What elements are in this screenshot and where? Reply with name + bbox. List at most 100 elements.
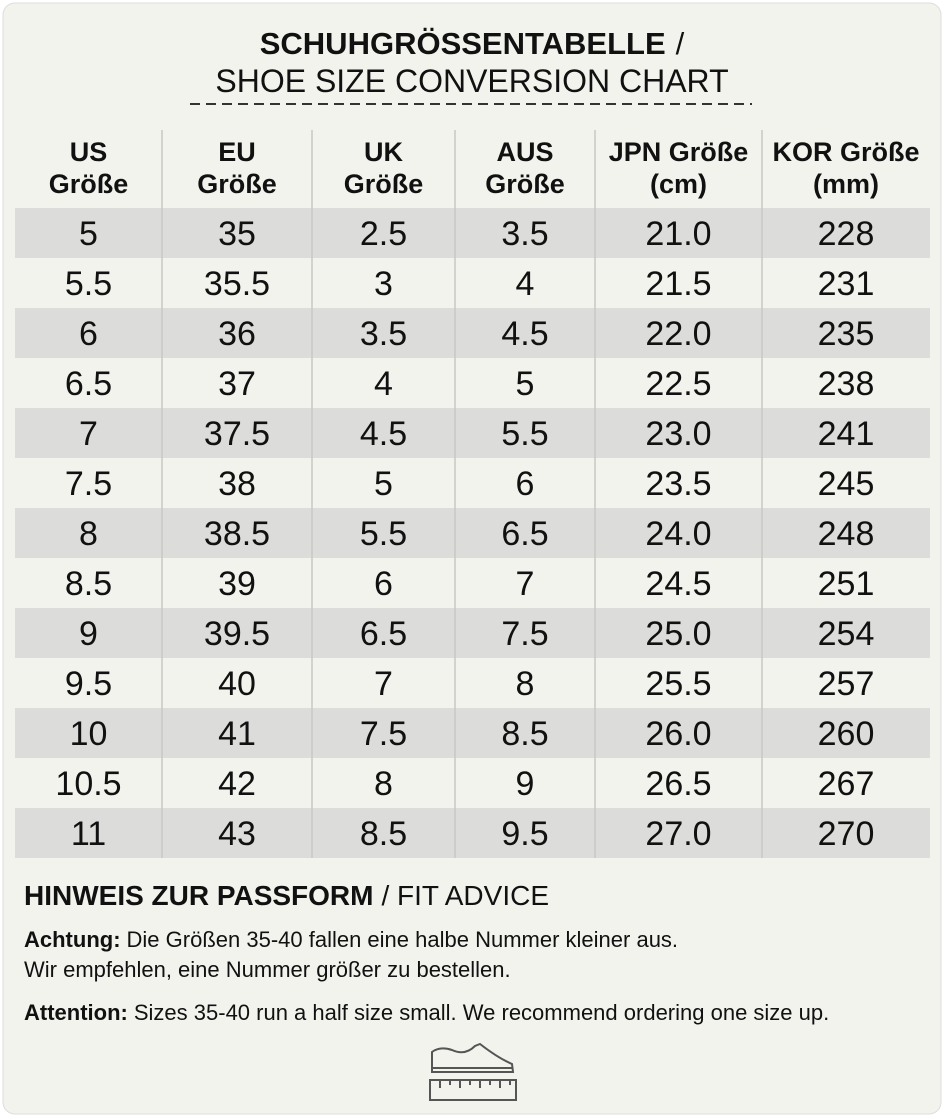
table-cell: 6.5 [501, 515, 548, 553]
table-cell: 39 [218, 565, 256, 603]
table-cell: 5.5 [501, 415, 548, 453]
table-cell: 5.5 [65, 265, 112, 303]
table-cell: 6 [79, 315, 98, 353]
column-header: KOR Größe [772, 137, 919, 167]
table-cell: 4.5 [360, 415, 407, 453]
column-header: EU [218, 137, 256, 167]
table-cell: 267 [818, 765, 875, 803]
table-cell: 22.5 [645, 365, 711, 403]
table-cell: 8 [374, 765, 393, 803]
table-cell: 9.5 [65, 665, 112, 703]
table-cell: 26.0 [645, 715, 711, 753]
row-stripe [15, 508, 930, 558]
title: SCHUHGRÖSSENTABELLE / [260, 26, 685, 61]
row-stripe [15, 208, 930, 258]
table-cell: 235 [818, 315, 875, 353]
table-cell: 270 [818, 815, 875, 853]
table-cell: 38 [218, 465, 256, 503]
table-cell: 23.0 [645, 415, 711, 453]
table-cell: 2.5 [360, 215, 407, 253]
german-label: Achtung: [24, 927, 121, 952]
table-cell: 4.5 [501, 315, 548, 353]
table-cell: 24.0 [645, 515, 711, 553]
table-cell: 27.0 [645, 815, 711, 853]
table-cell: 37 [218, 365, 256, 403]
table-cell: 21.0 [645, 215, 711, 253]
table-cell: 5 [516, 365, 535, 403]
table-cell: 7 [516, 565, 535, 603]
table-cell: 8 [79, 515, 98, 553]
column-header: JPN Größe [609, 137, 749, 167]
table-cell: 260 [818, 715, 875, 753]
table-cell: 231 [818, 265, 875, 303]
table-cell: 8.5 [501, 715, 548, 753]
column-header: Größe [344, 169, 424, 199]
table-cell: 37.5 [204, 415, 270, 453]
table-cell: 43 [218, 815, 256, 853]
table-cell: 5 [374, 465, 393, 503]
german-note-2: Wir empfehlen, eine Nummer größer zu bes… [24, 957, 511, 982]
table-cell: 10.5 [55, 765, 121, 803]
table-cell: 23.5 [645, 465, 711, 503]
english-label: Attention: [24, 1000, 128, 1025]
table-cell: 9 [516, 765, 535, 803]
table-cell: 41 [218, 715, 256, 753]
column-header: Größe [49, 169, 129, 199]
table-cell: 228 [818, 215, 875, 253]
table-cell: 4 [374, 365, 393, 403]
table-cell: 9 [79, 615, 98, 653]
table-cell: 7.5 [65, 465, 112, 503]
table-cell: 3.5 [360, 315, 407, 353]
table-cell: 251 [818, 565, 875, 603]
row-stripe [15, 308, 930, 358]
table-cell: 8.5 [65, 565, 112, 603]
row-stripe [15, 408, 930, 458]
table-cell: 3 [374, 265, 393, 303]
table-cell: 24.5 [645, 565, 711, 603]
table-cell: 5.5 [360, 515, 407, 553]
table-cell: 21.5 [645, 265, 711, 303]
fit-heading-main: HINWEIS ZUR PASSFORM [24, 880, 373, 911]
column-header: AUS [496, 137, 553, 167]
table-cell: 4 [516, 265, 535, 303]
column-header: Größe [197, 169, 277, 199]
table-cell: 9.5 [501, 815, 548, 853]
fit-heading: HINWEIS ZUR PASSFORM / FIT ADVICE [24, 880, 549, 911]
fit-heading-rest: / FIT ADVICE [381, 880, 549, 911]
table-cell: 38.5 [204, 515, 270, 553]
column-header: (cm) [650, 169, 707, 199]
table-cell: 22.0 [645, 315, 711, 353]
table-cell: 7 [79, 415, 98, 453]
column-header: US [70, 137, 108, 167]
table-cell: 8.5 [360, 815, 407, 853]
column-header: Größe [485, 169, 565, 199]
german-text: Die Größen 35-40 fallen eine halbe Numme… [127, 927, 679, 952]
table-cell: 36 [218, 315, 256, 353]
table-cell: 11 [71, 815, 106, 853]
table-cell: 6.5 [65, 365, 112, 403]
table-cell: 10 [70, 715, 108, 753]
table-cell: 7.5 [501, 615, 548, 653]
table-cell: 257 [818, 665, 875, 703]
table-cell: 241 [818, 415, 875, 453]
table-cell: 7 [374, 665, 393, 703]
table-cell: 6 [516, 465, 535, 503]
table-cell: 7.5 [360, 715, 407, 753]
title-separator: / [676, 26, 685, 61]
table-cell: 42 [218, 765, 256, 803]
table-cell: 8 [516, 665, 535, 703]
table-cell: 248 [818, 515, 875, 553]
table-cell: 35 [218, 215, 256, 253]
table-cell: 238 [818, 365, 875, 403]
row-stripe [15, 708, 930, 758]
title-main: SCHUHGRÖSSENTABELLE [260, 26, 666, 61]
table-cell: 245 [818, 465, 875, 503]
german-note: Achtung: Die Größen 35-40 fallen eine hal… [24, 927, 678, 952]
row-stripe [15, 608, 930, 658]
table-cell: 25.0 [645, 615, 711, 653]
table-cell: 3.5 [501, 215, 548, 253]
table-cell: 39.5 [204, 615, 270, 653]
table-cell: 26.5 [645, 765, 711, 803]
